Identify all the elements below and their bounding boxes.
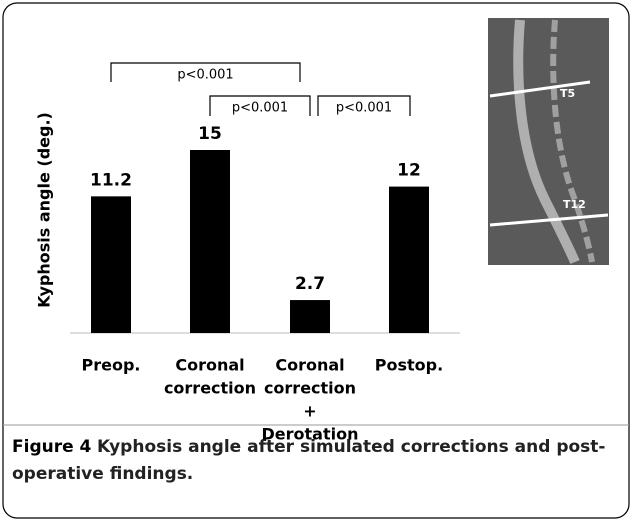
ct-background	[488, 18, 609, 265]
significance-bracket	[110, 62, 301, 82]
value-label: 11.2	[90, 170, 132, 190]
value-label: 2.7	[295, 274, 325, 294]
ct-image	[488, 18, 609, 265]
value-label: 15	[198, 124, 222, 144]
significance-label: p<0.001	[232, 101, 288, 116]
image-label: T5	[560, 87, 575, 100]
bar	[190, 150, 230, 333]
x-tick-label: Derotation	[262, 425, 359, 444]
bar	[290, 300, 330, 333]
x-tick-label: Coronal	[275, 356, 344, 375]
x-tick-label: correction	[264, 379, 356, 398]
significance-label: p<0.001	[336, 101, 392, 116]
image-label: T12	[563, 198, 586, 211]
significance-bracket	[317, 95, 411, 116]
caption-line: Kyphosis angle after simulated correctio…	[97, 437, 605, 457]
x-tick-label: Postop.	[375, 356, 443, 375]
spine-shape	[513, 19, 580, 264]
caption-line: operative findings.	[12, 464, 193, 484]
x-tick-label: Coronal	[175, 356, 244, 375]
x-tick-label: +	[303, 402, 316, 421]
x-tick-label: correction	[164, 379, 256, 398]
t12-line	[489, 213, 609, 227]
x-tick-label: Preop.	[82, 356, 141, 375]
value-label: 12	[397, 161, 421, 181]
bar	[389, 186, 429, 333]
significance-label: p<0.001	[177, 68, 233, 83]
significance-bracket	[209, 95, 311, 116]
bar	[91, 196, 131, 333]
vertebrae-shape	[550, 19, 595, 263]
t5-line	[489, 80, 591, 98]
y-axis-label: Kyphosis angle (deg.)	[35, 112, 54, 308]
caption-label: Figure 4	[12, 437, 92, 457]
